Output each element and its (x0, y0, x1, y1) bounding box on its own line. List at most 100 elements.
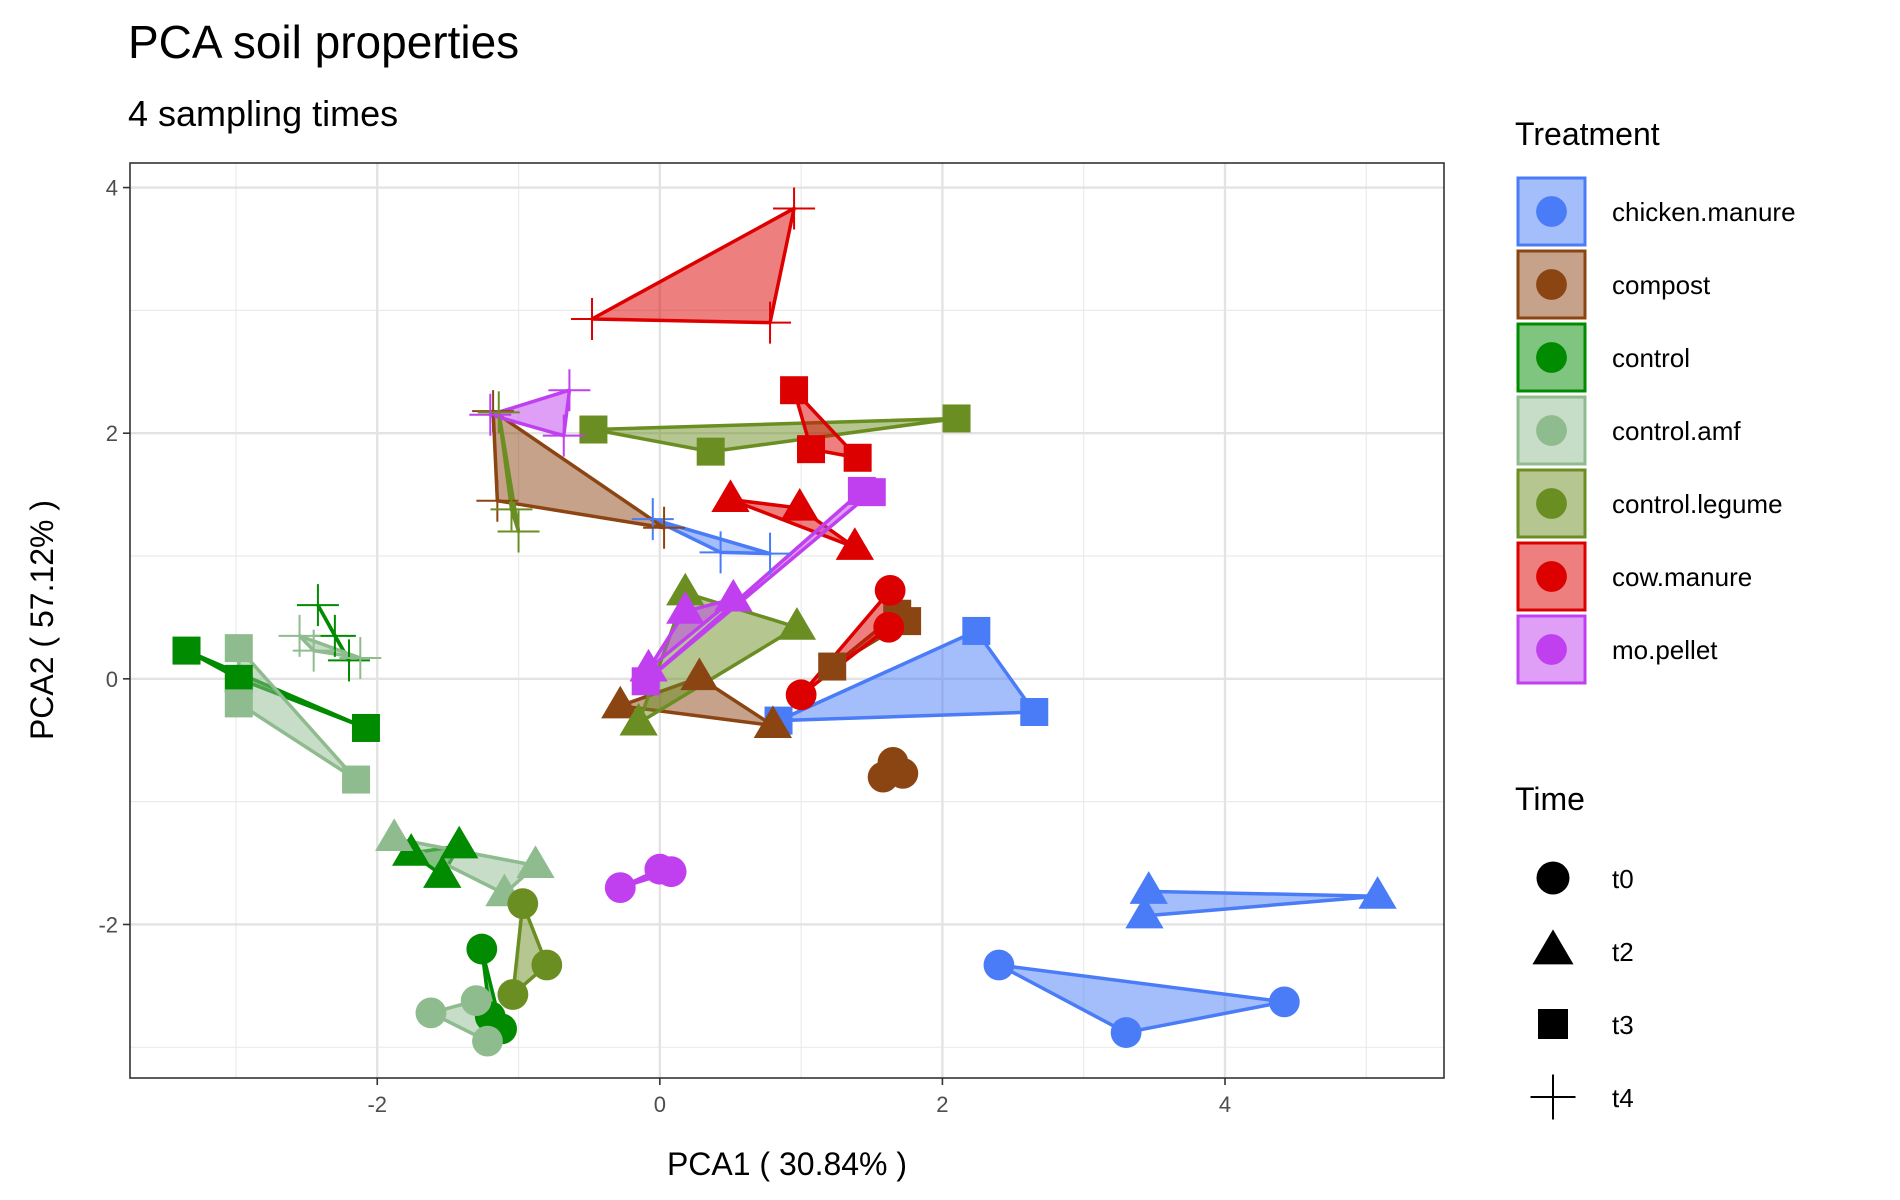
point-control.amf-t0 (472, 1025, 503, 1057)
legend-marker-t4 (1530, 1074, 1576, 1120)
point-mo.pellet-t4 (548, 369, 591, 412)
series-hulls (184, 206, 1380, 1043)
point-control-t4 (296, 584, 339, 627)
legend-label-t2: t2 (1612, 937, 1634, 967)
point-control-t3 (351, 713, 380, 742)
point-chicken.manure-t4 (631, 498, 674, 541)
point-compost-t2 (601, 685, 640, 719)
legend-key-chicken.manure (1516, 176, 1587, 247)
y-tick-label: 2 (106, 421, 118, 446)
plot-border (129, 162, 1445, 1079)
point-compost-t4 (643, 506, 686, 549)
point-control.legume-t4 (477, 391, 520, 434)
legend-marker-compost (1536, 269, 1567, 300)
hull-chicken.manure-t3 (776, 629, 1037, 723)
legend-marker-control.legume (1536, 488, 1567, 519)
point-control-t0 (466, 933, 498, 965)
point-compost-t2 (680, 657, 719, 691)
legend-marker-t2 (1532, 929, 1574, 965)
point-mo.pellet-t2 (714, 578, 753, 612)
point-cow.manure-t2 (711, 479, 750, 513)
point-control.legume-t4 (490, 488, 533, 531)
y-axis-label: PCA2 ( 57.12% ) (24, 500, 60, 740)
axis-ticks: -2 0 2 4 -2 0 2 4 (98, 176, 1231, 1117)
hull-chicken.manure-t0 (997, 963, 1287, 1035)
point-cow.manure-t3 (780, 376, 809, 405)
point-compost-t4 (472, 390, 515, 433)
point-cow.manure-t4 (571, 297, 614, 340)
point-cow.manure-t0 (873, 611, 905, 643)
point-mo.pellet-t2 (666, 591, 705, 624)
point-chicken.manure-t3 (962, 616, 991, 645)
hull-cow.manure-t4 (590, 206, 796, 325)
legend-marker-control.amf (1536, 415, 1567, 446)
point-compost-t3 (818, 652, 847, 681)
legend-treatments: chicken.manure compost control control.amf c… (1516, 176, 1796, 685)
legend-label-chicken.manure: chicken.manure (1612, 197, 1796, 227)
legend-label-control.legume: control.legume (1612, 489, 1783, 519)
point-control.amf-t2 (375, 818, 414, 852)
legend-label-t3: t3 (1612, 1010, 1634, 1040)
hull-mo.pellet-t4 (488, 388, 572, 438)
point-cow.manure-t0 (874, 575, 906, 606)
point-cow.manure-t4 (749, 301, 792, 344)
point-control.legume-t0 (497, 979, 529, 1010)
legend-marker-mo.pellet (1536, 634, 1567, 665)
point-cow.manure-t2 (780, 487, 819, 521)
legend-label-t0: t0 (1612, 864, 1634, 894)
point-chicken.manure-t4 (749, 532, 792, 575)
point-chicken.manure-t4 (699, 531, 742, 574)
point-chicken.manure-t2 (1358, 876, 1397, 909)
x-tick-label: 4 (1219, 1092, 1231, 1117)
point-chicken.manure-t0 (1268, 986, 1300, 1018)
point-control-t2 (423, 855, 462, 888)
legend-marker-t3 (1538, 1009, 1568, 1039)
point-compost-t2 (753, 705, 793, 739)
point-control.legume-t4 (497, 510, 540, 553)
legend-time-title: Time (1515, 781, 1585, 817)
point-control-t3 (224, 664, 253, 693)
point-control.amf-t0 (415, 997, 447, 1029)
point-control-t4 (313, 614, 356, 657)
point-cow.manure-t3 (843, 443, 872, 472)
x-tick-label: 0 (654, 1092, 666, 1117)
point-control-t3 (172, 636, 201, 665)
point-control.legume-t2 (666, 572, 705, 606)
x-tick-label: 2 (936, 1092, 948, 1117)
point-control.legume-t0 (507, 888, 539, 919)
legend-label-cow.manure: cow.manure (1612, 562, 1752, 592)
point-control.amf-t4 (339, 636, 382, 679)
point-cow.manure-t0 (785, 679, 817, 711)
point-mo.pellet-t4 (542, 414, 585, 457)
point-control-t2 (440, 825, 479, 859)
point-chicken.manure-t2 (1129, 871, 1168, 904)
point-chicken.manure-t3 (1020, 698, 1049, 726)
point-cow.manure-t2 (835, 527, 874, 560)
point-mo.pellet-t4 (469, 393, 512, 436)
legend: Treatment chicken.manure compost control co… (1515, 116, 1796, 1120)
point-chicken.manure-t0 (1110, 1017, 1142, 1048)
legend-marker-cow.manure (1536, 561, 1567, 592)
point-control.legume-t2 (619, 702, 658, 736)
chart-subtitle: 4 sampling times (128, 93, 398, 134)
point-mo.pellet-t0 (655, 856, 687, 888)
point-control.legume-t0 (531, 949, 563, 981)
point-control-t4 (328, 639, 370, 682)
point-control.legume-t3 (942, 404, 971, 433)
point-mo.pellet-t3 (857, 478, 886, 507)
point-cow.manure-t3 (797, 435, 826, 464)
chart-title: PCA soil properties (128, 16, 519, 68)
y-tick-label: -2 (98, 912, 118, 937)
hull-control-t4 (316, 603, 351, 663)
point-chicken.manure-t0 (983, 949, 1015, 981)
point-control.amf-t2 (516, 845, 555, 879)
y-tick-label: 4 (106, 176, 118, 201)
hull-control.amf-t4 (297, 634, 363, 660)
legend-treatment-title: Treatment (1515, 116, 1660, 152)
y-tick-label: 0 (106, 667, 118, 692)
legend-marker-t0 (1536, 861, 1570, 895)
series-points (172, 187, 1397, 1057)
hull-compost-t4 (491, 409, 666, 530)
point-compost-t0 (867, 761, 899, 793)
